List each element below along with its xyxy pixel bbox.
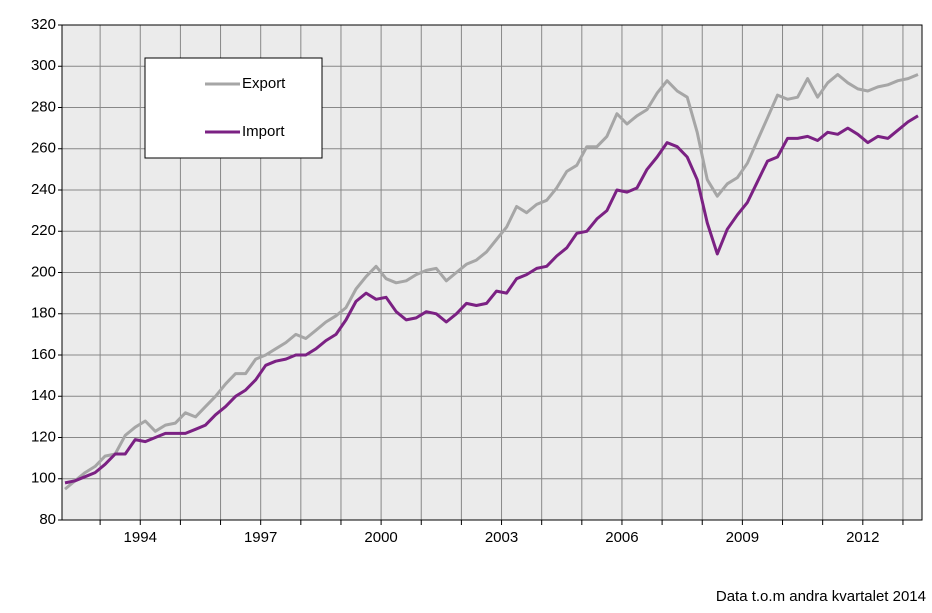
y-tick-label: 140: [31, 387, 56, 404]
x-tick-label: 2000: [364, 529, 397, 546]
series-line: [64, 114, 919, 485]
y-tick-label: 180: [31, 305, 56, 322]
legend-label: Import: [242, 123, 285, 140]
legend-label: Export: [242, 75, 286, 92]
legend: Export Import: [144, 57, 323, 159]
y-tick-label: 160: [31, 346, 56, 363]
x-tick-label: 2006: [605, 529, 638, 546]
y-tick-label: 220: [31, 222, 56, 239]
y-tick-label: 200: [31, 263, 56, 280]
y-tick-label: 80: [39, 511, 56, 528]
y-tick-label: 120: [31, 428, 56, 445]
x-tick-label: 2009: [726, 529, 759, 546]
annotation: Data t.o.m andra kvartalet 2014: [716, 588, 926, 605]
y-tick-label: 300: [31, 57, 56, 74]
y-tick-label: 280: [31, 98, 56, 115]
y-tick-label: 260: [31, 140, 56, 157]
series-line: [64, 73, 919, 491]
x-tick-label: 2012: [846, 529, 879, 546]
x-tick-label: 2003: [485, 529, 518, 546]
y-tick-label: 100: [31, 470, 56, 487]
legend-box: [144, 57, 323, 159]
y-tick-label: 240: [31, 181, 56, 198]
lines: [64, 73, 919, 491]
x-tick-label: 1997: [244, 529, 277, 546]
x-tick-label: 1994: [124, 529, 157, 546]
y-tick-label: 320: [31, 16, 56, 33]
